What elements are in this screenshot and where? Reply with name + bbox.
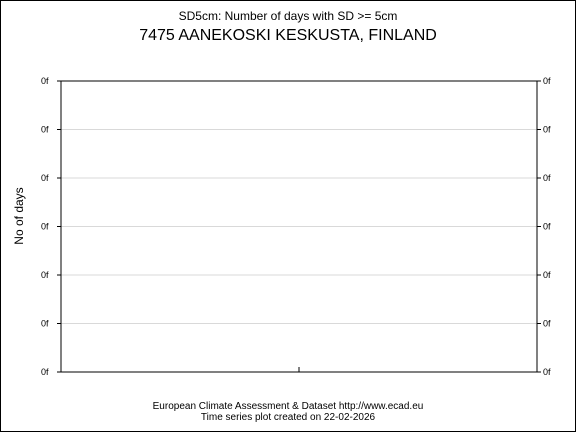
axis-ticks: 0f 0f 0f 0f 0f 0f 0f 0f 0f 0f 0f 0f 0f 0f <box>41 76 551 377</box>
y-tick-label-right: 0f <box>543 76 551 86</box>
y-tick-label-left: 0f <box>41 125 49 135</box>
y-tick-label-left: 0f <box>41 222 49 232</box>
y-tick-label-left: 0f <box>41 173 49 183</box>
y-tick-label-left: 0f <box>41 76 49 86</box>
chart-title: SD5cm: Number of days with SD >= 5cm <box>178 9 398 23</box>
y-tick-label-right: 0f <box>543 173 551 183</box>
y-tick-label-right: 0f <box>543 125 551 135</box>
y-tick-label-right: 0f <box>543 367 551 377</box>
y-tick-label-right: 0f <box>543 270 551 280</box>
y-tick-label-left: 0f <box>41 367 49 377</box>
y-tick-label-left: 0f <box>41 319 49 329</box>
y-tick-label-left: 0f <box>41 270 49 280</box>
y-tick-label-right: 0f <box>543 319 551 329</box>
footer-source: European Climate Assessment & Dataset ht… <box>152 401 424 412</box>
station-title: 7475 AANEKOSKI KESKUSTA, FINLAND <box>139 27 437 44</box>
footer-created: Time series plot created on 22-02-2026 <box>200 412 376 423</box>
y-tick-label-right: 0f <box>543 222 551 232</box>
grid-lines <box>61 129 537 324</box>
